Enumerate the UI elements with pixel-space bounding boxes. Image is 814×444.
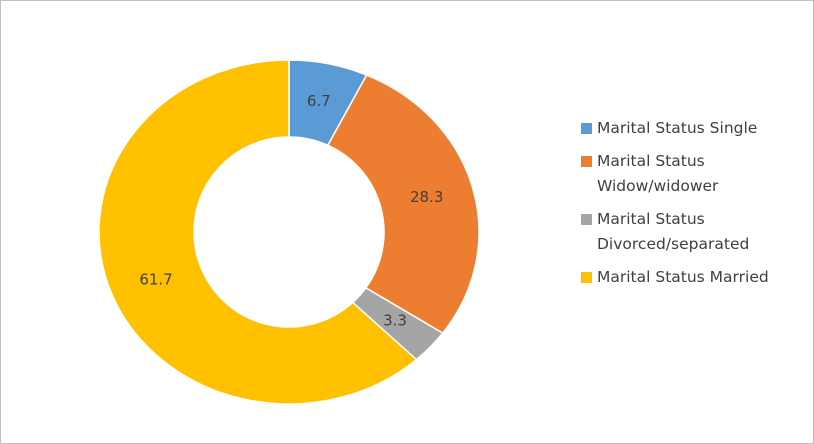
donut: 6.7 28.3 3.3 61.7	[98, 59, 480, 405]
legend-swatch	[581, 123, 592, 134]
legend-label: Marital Status Single	[597, 119, 758, 137]
donut-slice	[98, 59, 418, 405]
legend-item: Marital Status Single	[581, 116, 806, 141]
legend-label: Marital Status Married	[597, 268, 769, 286]
legend-item: Marital Status Divorced/separated	[581, 207, 806, 257]
data-label: 61.7	[139, 270, 172, 288]
legend-swatch	[581, 156, 592, 167]
data-label: 3.3	[383, 312, 407, 330]
legend-label: Marital Status Divorced/separated	[597, 210, 750, 253]
legend-swatch	[581, 272, 592, 283]
data-label: 28.3	[410, 188, 443, 206]
legend-item: Marital Status Married	[581, 265, 806, 290]
legend-label: Marital Status Widow/widower	[597, 152, 719, 195]
donut-slice	[326, 74, 480, 335]
data-label: 6.7	[307, 92, 331, 110]
legend-item: Marital Status Widow/widower	[581, 149, 806, 199]
legend: Marital Status Single Marital Status Wido…	[581, 116, 806, 298]
legend-swatch	[581, 214, 592, 225]
